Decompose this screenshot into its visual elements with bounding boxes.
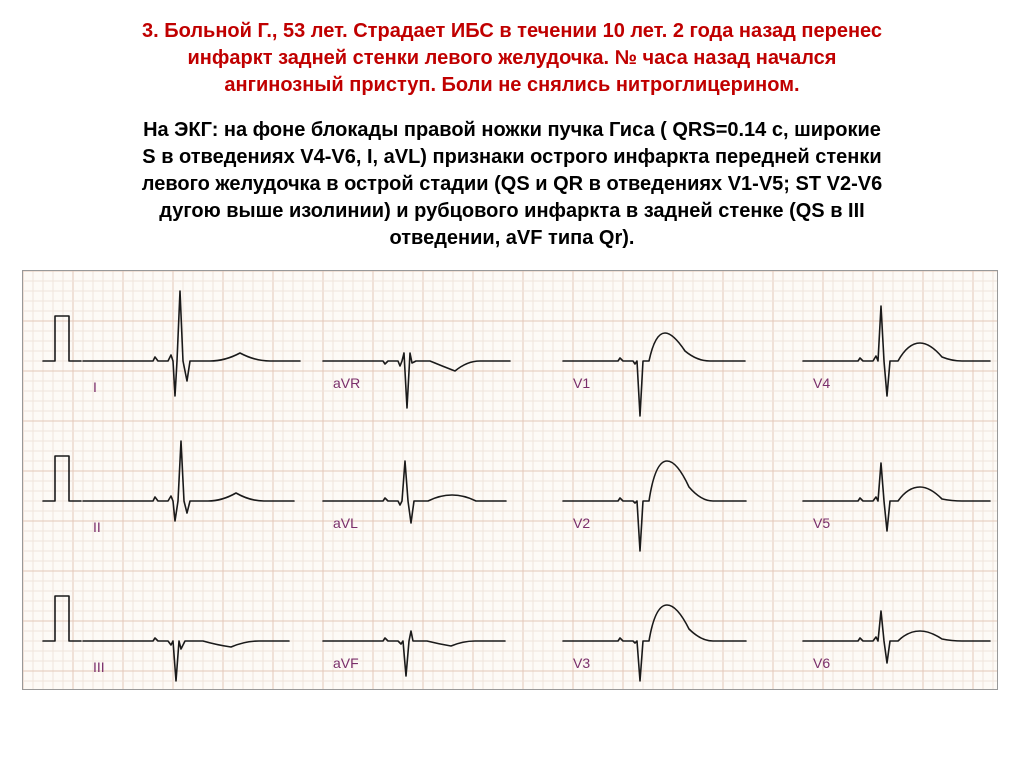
lead-label-v3: V3 (573, 655, 590, 671)
ecg-traces (23, 271, 998, 690)
ecg-line: левого желудочка в острой стадии (QS и Q… (142, 173, 882, 195)
ecg-line: S в отведениях V4-V6, I, aVL) признаки о… (142, 146, 881, 168)
lead-label-v5: V5 (813, 515, 830, 531)
ecg-interpretation: На ЭКГ: на фоне блокады правой ножки пуч… (22, 117, 1002, 252)
clinical-case: 3. Больной Г., 53 лет. Страдает ИБС в те… (22, 18, 1002, 99)
lead-label-v4: V4 (813, 375, 830, 391)
ecg-line: На ЭКГ: на фоне блокады правой ножки пуч… (143, 119, 881, 141)
ecg-line: дугою выше изолинии) и рубцового инфаркт… (159, 200, 864, 222)
case-line: инфаркт задней стенки левого желудочка. … (188, 47, 837, 69)
lead-label-ii: II (93, 519, 101, 535)
case-line: ангинозный приступ. Боли не снялись нитр… (224, 74, 799, 96)
lead-label-iii: III (93, 659, 105, 675)
ecg-line: отведении, aVF типа Qr). (390, 227, 635, 249)
case-line: 3. Больной Г., 53 лет. Страдает ИБС в те… (142, 20, 882, 42)
lead-label-avl: aVL (333, 515, 358, 531)
lead-label-v1: V1 (573, 375, 590, 391)
lead-label-v2: V2 (573, 515, 590, 531)
lead-label-i: I (93, 379, 97, 395)
lead-label-avr: aVR (333, 375, 360, 391)
lead-label-avf: aVF (333, 655, 359, 671)
ecg-strip: IaVR V1 V4 II aVL V2 V5 III aVF V3 V6 (22, 270, 998, 690)
lead-label-v6: V6 (813, 655, 830, 671)
